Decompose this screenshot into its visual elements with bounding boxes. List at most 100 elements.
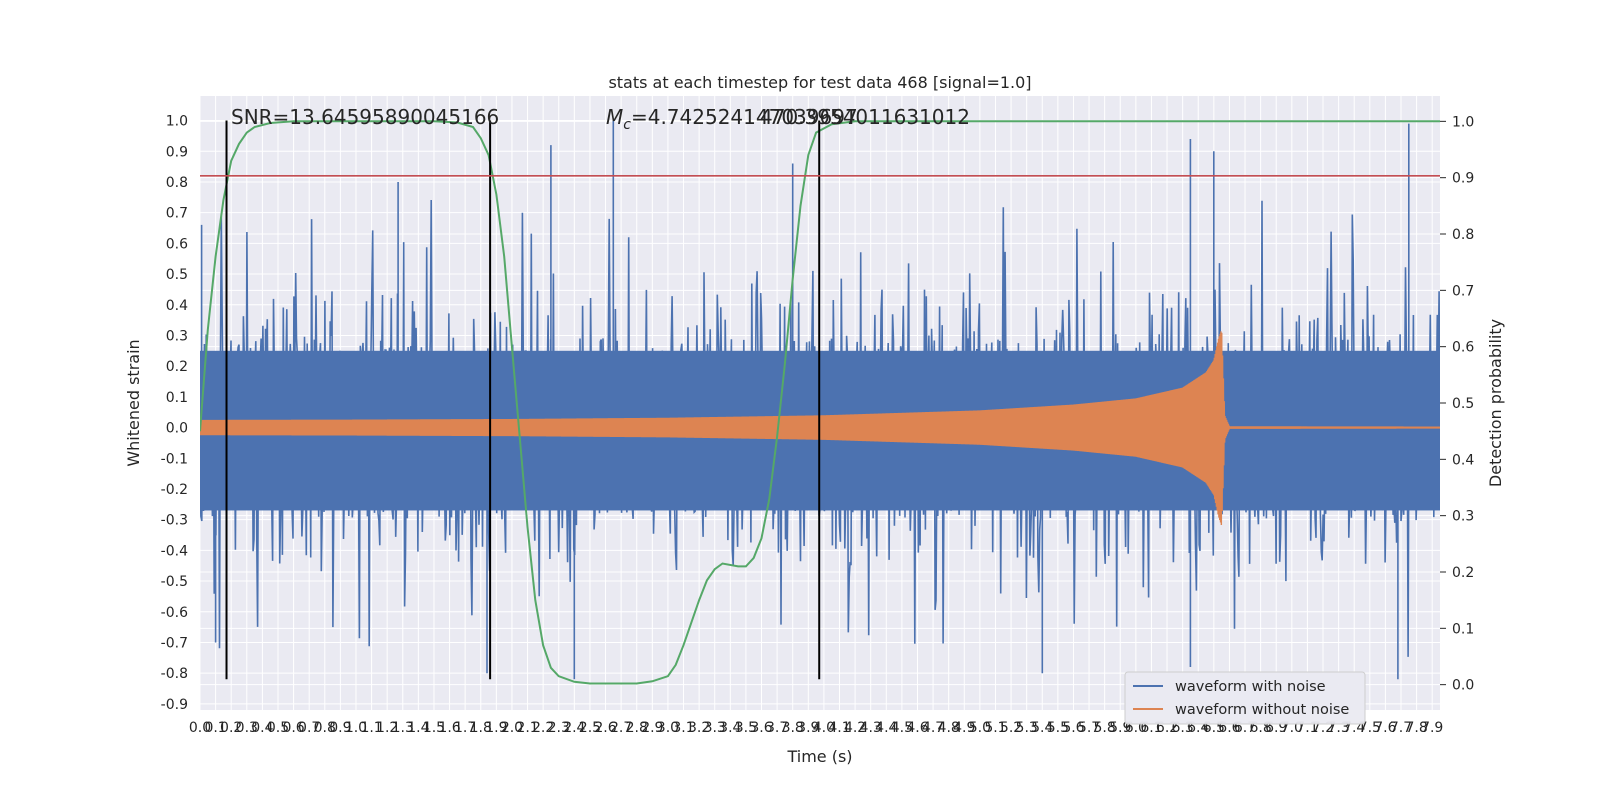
x-tick-label: 5.8 [1094, 720, 1116, 736]
x-tick-label: 3.3 [704, 720, 726, 736]
x-tick-label: 2.5 [579, 720, 601, 736]
legend-label-noise: waveform with noise [1175, 679, 1326, 695]
y2-tick-label: 0.6 [1452, 340, 1474, 356]
y-tick-labels: 1.0 0.9 0.8 0.7 0.6 0.5 0.4 0.3 0.2 0.1 0.0 -0.1 -0.… [161, 114, 188, 713]
x-tick-label: 2.0 [501, 720, 523, 736]
y2-tick-label: 0.8 [1452, 227, 1474, 243]
x-tick-label: 1.3 [392, 720, 414, 736]
x-tick-label: 5.3 [1016, 720, 1038, 736]
y2-tick-label: 0.3 [1452, 509, 1474, 525]
x-tick-label: 2.3 [548, 720, 570, 736]
x-tick-label: 4.4 [875, 720, 897, 736]
x-tick-label: 1.6 [438, 720, 460, 736]
y-axis-label: Whitened strain [124, 339, 143, 466]
legend-box [1124, 671, 1366, 725]
y-tick-label: 0.0 [166, 421, 188, 437]
x-tick-label: 3.9 [797, 720, 819, 736]
x-tick-label: 1.7 [454, 720, 476, 736]
x-tick-label: 4.9 [953, 720, 975, 736]
x-tick-label: 2.4 [563, 720, 585, 736]
x-tick-label: 1.8 [470, 720, 492, 736]
x-tick-label: 1.1 [360, 720, 382, 736]
y-tick-label: 0.1 [166, 390, 188, 406]
x-tick-label: 4.0 [813, 720, 835, 736]
y2-tick-label: 0.0 [1452, 678, 1474, 694]
x-tick-label: 0.2 [220, 720, 242, 736]
annotation-chirp-mass: Mc=4.742524147039697 [606, 105, 858, 133]
x-tick-label: 5.4 [1031, 720, 1053, 736]
x-tick-label: 2.7 [610, 720, 632, 736]
x-tick-label: 4.5 [891, 720, 913, 736]
x-tick-label: 3.2 [688, 720, 710, 736]
x-tick-label: 4.8 [938, 720, 960, 736]
y-tick-label: -0.1 [161, 451, 188, 467]
y2-tick-label: 0.9 [1452, 171, 1474, 187]
x-tick-label: 7.9 [1421, 720, 1443, 736]
y-tick-label: 0.2 [166, 359, 188, 375]
y-tick-label: 0.7 [166, 206, 188, 222]
x-tick-label: 0.1 [204, 720, 226, 736]
y2-tick-labels: 1.0 0.9 0.8 0.7 0.6 0.5 0.4 0.3 0.2 0.1 0.0 [1440, 114, 1474, 694]
x-tick-label: 7.5 [1359, 720, 1381, 736]
y-tick-label: 0.4 [166, 298, 188, 314]
x-tick-label: 0.0 [189, 720, 211, 736]
vertical-markers [225, 120, 821, 680]
y-tick-label: -0.3 [161, 513, 188, 529]
y2-tick-label: 0.7 [1452, 283, 1474, 299]
y-tick-label: 0.3 [166, 328, 188, 344]
y-tick-label: -0.5 [161, 574, 188, 590]
x-tick-label: 3.0 [657, 720, 679, 736]
y-tick-label: -0.4 [161, 543, 188, 559]
x-tick-label: 5.1 [984, 720, 1006, 736]
y-tick-label: 0.9 [166, 144, 188, 160]
x-tick-label: 2.9 [641, 720, 663, 736]
x-tick-label: 4.7 [922, 720, 944, 736]
y2-tick-label: 0.4 [1452, 452, 1474, 468]
x-tick-label: 1.4 [407, 720, 429, 736]
y-tick-label: 0.5 [166, 267, 188, 283]
chart-title: stats at each timestep for test data 468… [608, 73, 1031, 92]
detection-probability-line [200, 120, 1440, 685]
x-tick-label: 2.1 [516, 720, 538, 736]
x-tick-label: 2.8 [626, 720, 648, 736]
x-tick-label: 3.5 [735, 720, 757, 736]
x-tick-label: 5.7 [1078, 720, 1100, 736]
y-tick-label: -0.2 [161, 482, 188, 498]
y-tick-label: -0.6 [161, 605, 188, 621]
x-tick-label: 0.3 [236, 720, 258, 736]
legend: waveform with noise waveform without noi… [1124, 671, 1366, 725]
x-tick-label: 5.9 [1109, 720, 1131, 736]
y-tick-label: -0.9 [161, 697, 188, 713]
x-tick-label: 5.6 [1062, 720, 1084, 736]
x-tick-label: 3.4 [719, 720, 741, 736]
x-tick-label: 4.1 [828, 720, 850, 736]
annotation-overlap: 470.3954011631012 [760, 105, 970, 129]
x-tick-label: 0.4 [251, 720, 273, 736]
y-tick-label: -0.8 [161, 666, 188, 682]
x-tick-label: 7.6 [1374, 720, 1396, 736]
series-detection-probability [200, 120, 1440, 685]
y2-tick-label: 0.1 [1452, 621, 1474, 637]
x-tick-label: 1.2 [376, 720, 398, 736]
y2-tick-label: 0.5 [1452, 396, 1474, 412]
y2-tick-label: 1.0 [1452, 114, 1474, 130]
legend-label-signal: waveform without noise [1175, 702, 1349, 718]
x-tick-label: 2.2 [532, 720, 554, 736]
y-tick-label: -0.7 [161, 635, 188, 651]
x-tick-label: 7.7 [1390, 720, 1412, 736]
x-tick-label: 3.7 [766, 720, 788, 736]
x-tick-label: 5.5 [1047, 720, 1069, 736]
x-tick-label: 0.5 [267, 720, 289, 736]
x-tick-label: 3.6 [750, 720, 772, 736]
x-tick-label: 5.2 [1000, 720, 1022, 736]
x-tick-label: 3.1 [672, 720, 694, 736]
y-tick-label: 0.6 [166, 236, 188, 252]
x-tick-label: 2.6 [594, 720, 616, 736]
x-tick-label: 0.7 [298, 720, 320, 736]
y-tick-label: 1.0 [166, 114, 188, 130]
x-tick-label: 4.3 [860, 720, 882, 736]
x-tick-label: 0.9 [329, 720, 351, 736]
x-tick-label: 4.2 [844, 720, 866, 736]
y2-axis-label: Detection probability [1486, 319, 1505, 487]
